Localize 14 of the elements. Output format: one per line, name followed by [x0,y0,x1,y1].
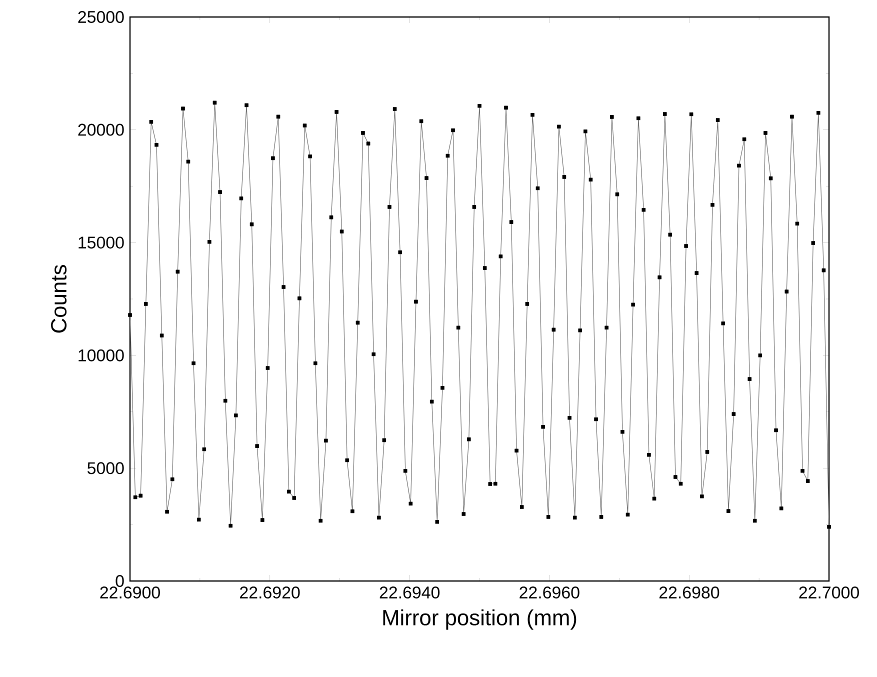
x-axis-title: Mirror position (mm) [383,609,576,630]
x-tick-label: 22.6900 [100,586,160,598]
x-tick-label: 22.6940 [380,586,440,598]
y-tick-label: 15000 [78,236,124,249]
x-tick-label: 22.6980 [659,586,720,598]
x-tick-label: 22.6960 [520,586,580,598]
x-tick-label: 22.7000 [799,586,859,598]
y-tick-label: 0 [116,574,124,587]
y-tick-label: 20000 [78,124,124,136]
y-axis-title: Counts [51,265,67,333]
y-tick-label: 10000 [78,349,124,362]
y-tick-label: 5000 [87,462,124,474]
y-tick-label: 25000 [78,10,124,23]
x-tick-label: 22.6920 [240,586,300,598]
